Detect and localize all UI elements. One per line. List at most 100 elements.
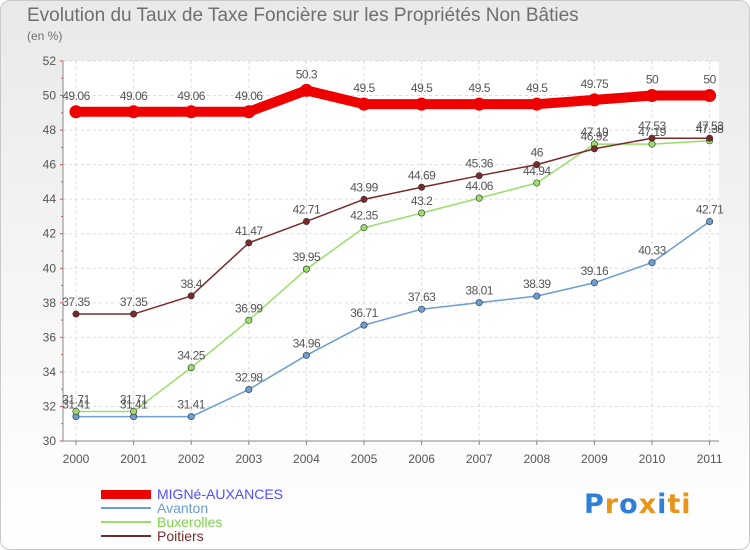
data-point [648,140,656,148]
y-tick-label: 30 [43,434,57,448]
legend: MIGNé-AUXANCES Avanton Buxerolles Poitiers [101,487,283,543]
legend-swatch [101,535,151,537]
data-label: 46 [531,146,544,160]
y-tick-label: 44 [43,192,57,206]
data-label: 38.4 [181,277,203,291]
data-label: 39.95 [293,250,321,264]
data-label: 50.3 [296,67,318,81]
y-tick-label: 42 [43,227,57,241]
series-line-poitiers [75,137,711,315]
y-tick-label: 50 [43,89,57,103]
data-point [302,351,310,359]
data-label: 47.53 [638,119,666,133]
proxiti-logo: Proxiti [584,489,692,520]
data-point [530,97,544,111]
y-tick-label: 38 [43,296,57,310]
data-point [475,299,483,307]
x-tick-label: 2006 [408,452,435,466]
logo-letter: i [657,489,668,520]
data-point [645,89,659,103]
data-point [187,413,195,421]
data-label: 43.99 [350,180,378,194]
legend-label: Poitiers [157,528,204,544]
data-label: 49.06 [62,89,90,103]
legend-label: Buxerolles [157,514,223,530]
data-point [648,134,656,142]
data-point [475,172,483,180]
data-label: 32.98 [235,371,263,385]
x-tick-label: 2002 [178,452,205,466]
data-label: 36.71 [350,306,378,320]
data-point [418,209,426,217]
data-label: 44.94 [523,164,551,178]
data-label: 49.06 [120,89,148,103]
legend-item: Poitiers [101,529,283,543]
data-label: 45.36 [465,157,493,171]
data-point [533,292,541,300]
data-label: 42.71 [293,202,321,216]
legend-swatch [101,521,151,523]
data-point [703,89,717,103]
data-label: 38.39 [523,277,551,291]
data-label: 49.5 [526,81,548,95]
series-line-migné-auxances [71,85,715,117]
data-point [357,97,371,111]
chart-title: Evolution du Taux de Taxe Foncière sur l… [27,5,579,26]
y-tick-label: 34 [43,365,57,379]
data-point [184,105,198,119]
data-point [245,239,253,247]
data-label: 49.5 [411,81,433,95]
data-label: 47.38 [696,122,724,136]
data-point [415,97,429,111]
data-point [72,407,80,415]
legend-item: Avanton [101,501,283,515]
y-tick-label: 46 [43,158,57,172]
data-point [245,316,253,324]
legend-label: Avanton [157,500,209,516]
data-label: 42.35 [350,209,378,223]
data-point [533,179,541,187]
data-point [475,194,483,202]
data-point [127,105,141,119]
data-label: 50 [646,73,659,87]
data-label: 50 [703,73,716,87]
legend-item: Buxerolles [101,515,283,529]
logo-letter: r [604,489,620,520]
data-point [648,259,656,267]
x-tick-label: 2010 [639,452,666,466]
data-point [187,292,195,300]
data-label: 49.75 [581,77,609,91]
y-tick-label: 48 [43,123,57,137]
data-label: 37.35 [120,295,148,309]
data-point [72,310,80,318]
data-point [533,161,541,169]
data-label: 49.06 [235,89,263,103]
data-label: 31.41 [120,398,148,412]
x-tick-label: 2009 [581,452,608,466]
x-tick-label: 2008 [523,452,550,466]
logo-letter: i [681,489,692,520]
x-tick-label: 2000 [63,452,90,466]
data-label: 31.41 [177,398,205,412]
data-label: 39.16 [581,264,609,278]
x-tick-label: 2001 [120,452,147,466]
data-point [130,310,138,318]
y-tick-label: 52 [43,54,57,68]
data-point [302,217,310,225]
data-label: 47.53 [696,119,724,133]
x-tick-label: 2004 [293,452,320,466]
legend-label: MIGNé-AUXANCES [157,486,284,502]
data-point [418,183,426,191]
x-tick-label: 2011 [697,452,723,466]
data-point [360,195,368,203]
series-line-avanton [75,220,711,418]
data-label: 31.71 [62,392,90,406]
y-tick-label: 32 [43,399,57,413]
data-label: 37.63 [408,290,436,304]
y-tick-label: 40 [43,261,57,275]
data-label: 37.35 [62,295,90,309]
data-label: 34.25 [177,349,205,363]
data-point [418,305,426,313]
legend-item: MIGNé-AUXANCES [101,487,283,501]
